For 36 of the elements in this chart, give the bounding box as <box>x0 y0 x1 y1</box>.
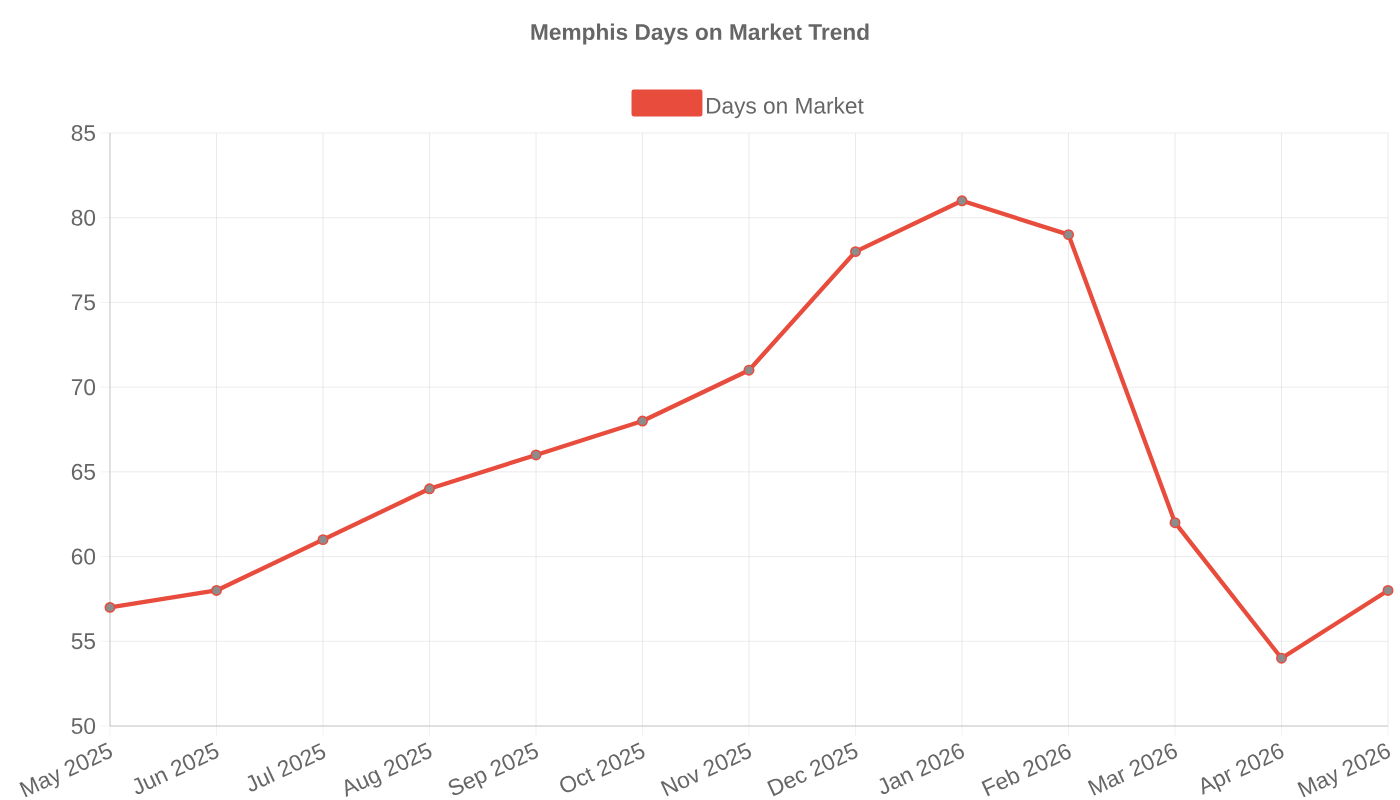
x-tick-label: Mar 2026 <box>1087 743 1177 796</box>
x-tick-label: Dec 2025 <box>767 742 858 797</box>
y-tick-label: 60 <box>71 548 96 565</box>
point <box>1276 652 1287 664</box>
x-tick-label: May 2026 <box>1297 743 1390 798</box>
point <box>743 364 755 376</box>
y-tick-label: 50 <box>71 717 96 735</box>
point <box>530 449 542 461</box>
x-tick-label: Aug 2025 <box>345 742 432 797</box>
y-tick-label: 70 <box>71 379 96 396</box>
point <box>956 195 968 207</box>
chart-title: Memphis Days on Market Trend <box>531 23 869 45</box>
y-tick-label: 80 <box>71 209 96 226</box>
x-tick-label: Jul 2025 <box>247 743 326 792</box>
point <box>1063 229 1074 241</box>
x-tick-label: Feb 2026 <box>981 744 1071 797</box>
point <box>317 534 329 546</box>
point <box>637 415 648 427</box>
point <box>424 483 435 495</box>
point <box>1382 584 1394 596</box>
x-tick-label: Nov 2025 <box>660 742 751 797</box>
point <box>211 584 222 596</box>
x-tick-label: Jan 2026 <box>879 743 964 794</box>
point <box>850 246 861 258</box>
point <box>104 601 116 613</box>
x-tick-label: Oct 2025 <box>560 742 645 793</box>
x-tick-label: Sep 2025 <box>448 742 538 795</box>
y-tick-label: 75 <box>71 294 95 311</box>
x-tick-label: May 2025 <box>19 742 112 798</box>
point <box>1169 517 1181 529</box>
y-tick-label: 65 <box>71 463 95 480</box>
legend-label: Days on Market <box>706 97 864 119</box>
y-tick-label: 55 <box>71 633 95 650</box>
x-tick-label: Apr 2026 <box>1201 743 1284 795</box>
x-tick-label: Jun 2025 <box>133 742 219 794</box>
y-tick-label: 85 <box>71 124 95 142</box>
